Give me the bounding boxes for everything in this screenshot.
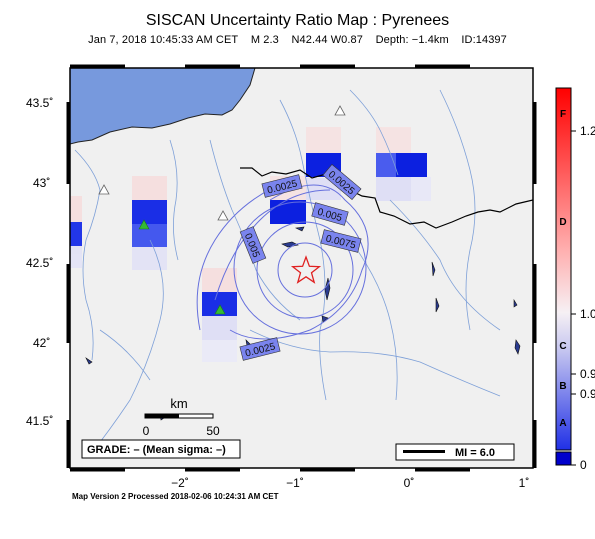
contour-line [196, 179, 291, 331]
event-date: Jan 7, 2018 10:45:33 AM CET [88, 34, 239, 46]
station-triangle-icon[interactable] [214, 304, 226, 315]
contour-line [229, 184, 369, 340]
ocean-bay-of-biscay [70, 68, 256, 145]
y-axis-labels: 43.5˚ 43˚ 42.5˚ 42˚ 41.5˚ [26, 96, 53, 428]
y-tick-label: 42˚ [33, 336, 50, 350]
x-tick-label: 0˚ [404, 476, 415, 490]
grid-cell [411, 177, 431, 201]
mi-text: MI = 6.0 [455, 447, 495, 459]
map-title: SISCAN Uncertainty Ratio Map : Pyrenees [145, 12, 450, 29]
station-triangle-icon[interactable] [217, 210, 229, 221]
colorbar[interactable]: F D C B A 1.2 1.0 0.9 0.9 0 [555, 87, 595, 472]
colorbar-value: 1.0 [580, 307, 595, 321]
grid-cell [306, 127, 341, 153]
scale-bar-unit: km [170, 396, 187, 411]
grid-cell [376, 153, 396, 177]
colorbar-value: 0.9 [580, 367, 595, 381]
grid-cell [202, 268, 237, 292]
grid-cell [132, 247, 167, 270]
grid-cell [202, 340, 237, 362]
contour-ring [233, 201, 367, 335]
x-tick-label: 1˚ [519, 476, 530, 490]
grade-box: GRADE: – (Mean sigma: –) [81, 439, 241, 459]
scale-bar-min: 0 [143, 424, 150, 438]
y-tick-label: 43˚ [33, 176, 50, 190]
scale-bar-max: 50 [206, 424, 220, 438]
grid-cell [132, 224, 167, 247]
contours [196, 179, 369, 340]
y-tick-label: 41.5˚ [26, 414, 53, 428]
grid-cell [70, 196, 82, 222]
frame-ticks [66, 64, 537, 472]
station-triangle-icon[interactable] [98, 184, 110, 195]
colorbar-grades: F D C B A [559, 109, 566, 429]
uncertainty-grid [70, 127, 431, 362]
event-id: ID:14397 [461, 34, 507, 46]
colorbar-value: 1.2 [580, 124, 595, 138]
grid-cell [396, 153, 427, 177]
grid-cell [376, 127, 411, 153]
colorbar-grade: C [559, 341, 566, 352]
map-border [69, 67, 534, 469]
grid-cell [132, 200, 167, 224]
grid-cell [376, 177, 411, 201]
grid-cell [202, 316, 237, 340]
colorbar-grade: D [559, 217, 566, 228]
national-border [240, 167, 533, 229]
uncertainty-grid-strong [70, 153, 427, 316]
x-tick-label: −2˚ [171, 476, 189, 490]
event-location: N42.44 W0.87 [291, 34, 363, 46]
stations [98, 105, 346, 315]
colorbar-zero-swatch [555, 451, 572, 466]
grade-text: GRADE: – (Mean sigma: –) [87, 444, 226, 456]
x-axis-labels: −2˚ −1˚ 0˚ 1˚ [171, 476, 529, 490]
colorbar-value: 0 [580, 458, 587, 472]
grid-cell [70, 222, 82, 246]
colorbar-grade: A [559, 418, 566, 429]
colorbar-gradient [555, 87, 572, 451]
y-tick-label: 42.5˚ [26, 256, 53, 270]
contour-line [214, 189, 331, 301]
grid-cell [270, 200, 306, 224]
scale-bar: km 0 50 [143, 396, 220, 438]
station-triangle-icon[interactable] [138, 219, 150, 230]
x-tick-label: −1˚ [286, 476, 304, 490]
grid-cell [132, 176, 167, 200]
grid-cell [306, 178, 341, 200]
colorbar-grade: F [560, 109, 566, 120]
map-frame[interactable]: 0.0025 0.0025 0.005 0.0075 0.005 [26, 64, 537, 490]
colorbar-values: 1.2 1.0 0.9 0.9 0 [580, 124, 595, 472]
map-footer: Map Version 2 Processed 2018-02-06 10:24… [72, 492, 279, 501]
station-triangle-icon[interactable] [334, 105, 346, 116]
map-subtitle: Jan 7, 2018 10:45:33 AM CET M 2.3 N42.44… [0, 34, 595, 46]
mi-box: MI = 6.0 [395, 443, 515, 461]
rivers [74, 89, 501, 456]
grid-cell [70, 246, 82, 268]
contour-ring [277, 242, 333, 298]
event-magnitude: M 2.3 [250, 34, 279, 46]
y-tick-label: 43.5˚ [26, 96, 53, 110]
contour-ring [256, 221, 354, 319]
event-depth: Depth: −1.4km [375, 34, 449, 46]
epicenter-star-icon[interactable] [290, 255, 322, 284]
colorbar-grade: B [559, 381, 566, 392]
colorbar-value: 0.9 [580, 387, 595, 401]
